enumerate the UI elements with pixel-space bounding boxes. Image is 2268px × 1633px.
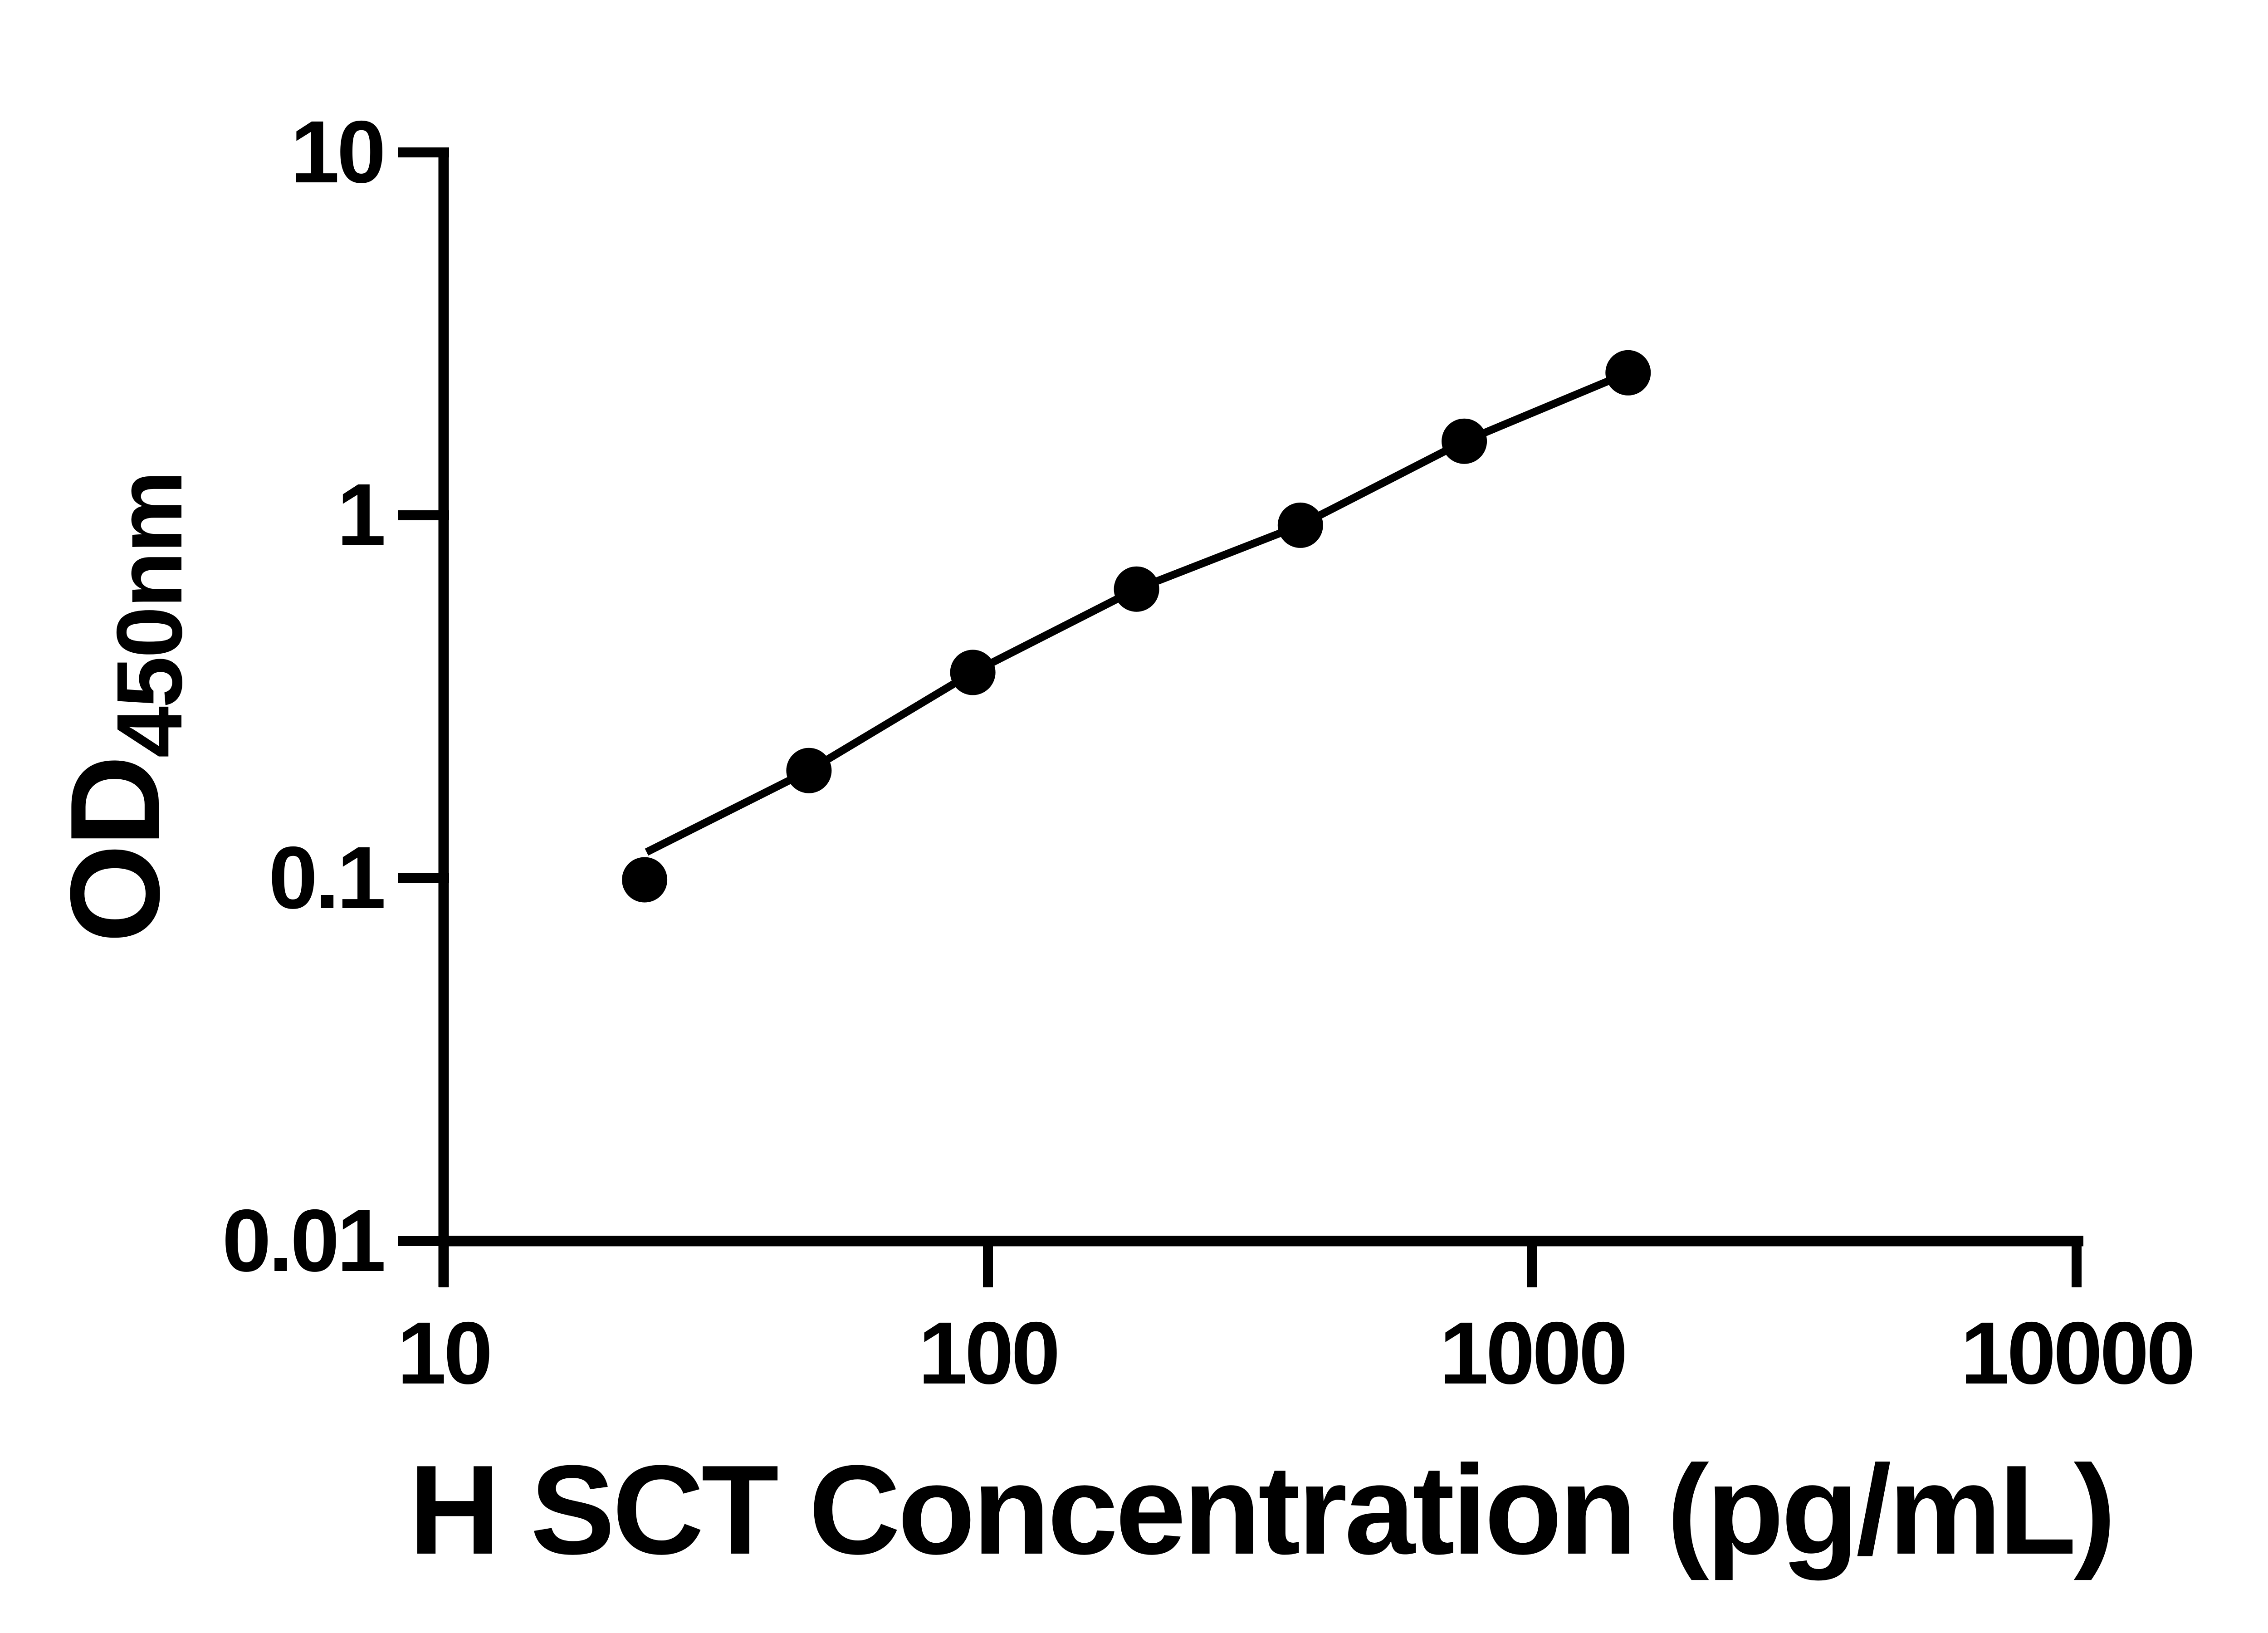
data-point-marker bbox=[1442, 418, 1487, 464]
x-axis-ticks: 10 100 1000 10000 bbox=[397, 1236, 2195, 1403]
y-tick-label: 0.1 bbox=[269, 828, 384, 927]
data-point-marker bbox=[1114, 566, 1159, 612]
data-point-marker bbox=[1277, 502, 1323, 548]
y-tick-label: 1 bbox=[337, 465, 384, 564]
data-point-marker bbox=[622, 857, 668, 903]
x-axis-title: H SCT Concentration (pg/mL) bbox=[409, 1439, 2113, 1581]
y-axis-title-subscript: 450nm bbox=[98, 472, 201, 758]
y-axis-ticks: 10 1 0.1 0.01 bbox=[222, 103, 449, 1290]
y-tick-label: 0.01 bbox=[222, 1191, 384, 1290]
x-tick-label: 100 bbox=[918, 1304, 1057, 1403]
y-tick-label: 10 bbox=[290, 103, 383, 201]
data-point-marker bbox=[786, 748, 832, 793]
data-points-group bbox=[622, 350, 1651, 903]
x-tick-label: 10000 bbox=[1960, 1304, 2193, 1403]
y-axis-title-main: OD bbox=[44, 758, 186, 943]
y-axis-title: OD450nm bbox=[44, 472, 201, 943]
x-tick-label: 10 bbox=[397, 1304, 490, 1403]
data-point-marker bbox=[1605, 350, 1651, 396]
data-point-marker bbox=[950, 650, 996, 695]
x-tick-label: 1000 bbox=[1439, 1304, 1625, 1403]
